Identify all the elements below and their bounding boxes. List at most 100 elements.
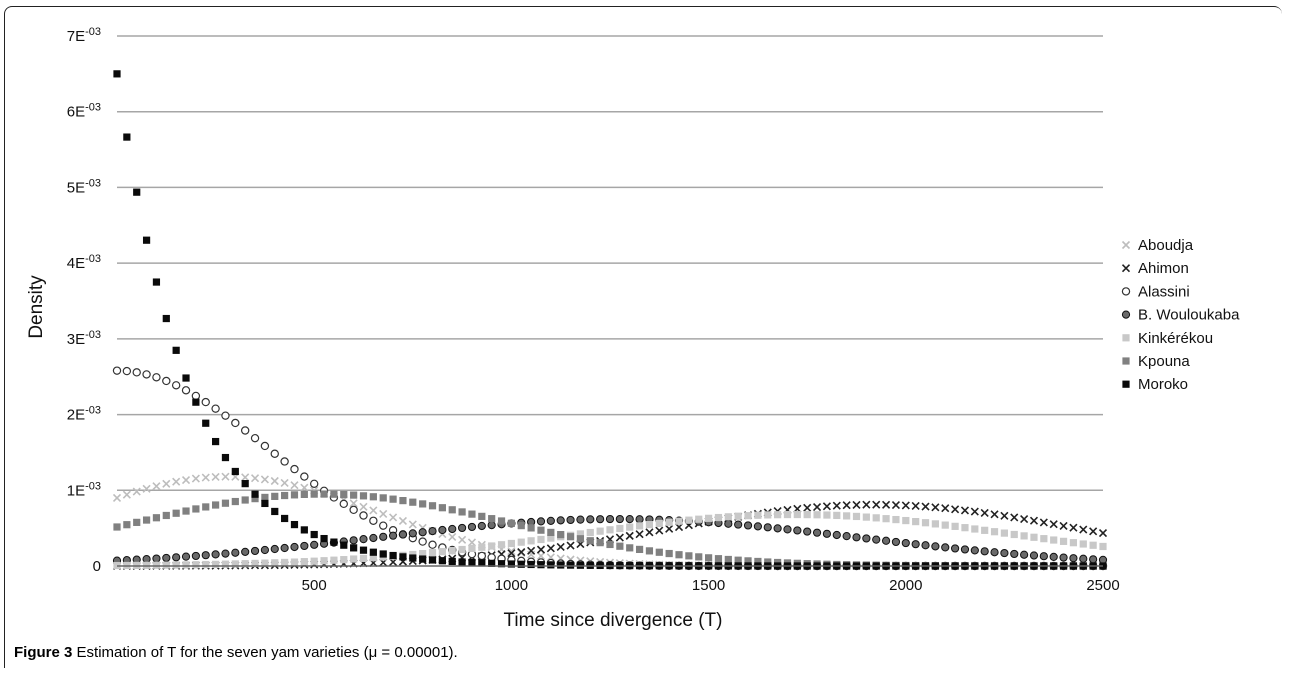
data-point (310, 540, 319, 549)
data-point (675, 517, 683, 525)
data-point (458, 545, 466, 554)
data-point (408, 520, 417, 529)
data-point (822, 502, 831, 511)
figure-caption-text: Estimation of T for the seven yam variet… (76, 644, 458, 661)
data-point (517, 560, 525, 568)
data-point (931, 542, 940, 551)
data-point (566, 515, 575, 525)
data-point (546, 516, 555, 525)
x-tick-label: 1500 (692, 577, 725, 594)
data-point (290, 558, 299, 566)
data-point (537, 535, 545, 544)
data-point (359, 554, 368, 562)
data-point (754, 557, 762, 566)
data-point (803, 503, 812, 512)
data-point (281, 558, 289, 567)
data-point (290, 481, 299, 490)
data-point (980, 508, 989, 518)
legend-label: B. Wouloukaba (1138, 307, 1240, 324)
data-point (448, 557, 456, 566)
data-point (162, 553, 171, 563)
data-point (448, 524, 457, 534)
data-point (132, 368, 141, 377)
data-point (536, 545, 546, 554)
data-point (428, 502, 437, 510)
data-point (419, 555, 427, 563)
data-point (951, 544, 960, 553)
data-point (162, 314, 170, 323)
data-point (172, 477, 181, 486)
data-point (202, 419, 210, 427)
series-ahimon (112, 500, 1108, 570)
data-point (1029, 516, 1039, 525)
data-point (832, 530, 841, 540)
data-point (852, 512, 861, 521)
data-point (162, 479, 171, 488)
data-point (191, 474, 200, 483)
legend-item-aboudja: Aboudja (1121, 237, 1194, 254)
data-point (488, 559, 496, 567)
data-point (872, 500, 881, 509)
data-point (152, 561, 161, 569)
data-point (162, 376, 171, 386)
data-point (408, 529, 417, 538)
data-point (388, 531, 398, 540)
data-point (428, 540, 437, 549)
data-point (753, 522, 763, 531)
data-point (428, 549, 437, 557)
data-point (695, 515, 703, 523)
data-point (142, 236, 151, 244)
data-point (409, 554, 417, 562)
data-point (517, 522, 525, 530)
data-point (221, 472, 230, 481)
data-point (606, 540, 614, 549)
data-point (576, 515, 585, 524)
x-tick-label: 2500 (1086, 577, 1119, 594)
data-point (596, 527, 604, 535)
data-point (1049, 520, 1058, 529)
data-point (803, 510, 811, 519)
data-point (556, 516, 565, 525)
data-point (744, 512, 752, 520)
data-point (468, 544, 476, 552)
data-point (290, 542, 299, 552)
data-point (635, 515, 644, 524)
data-point (290, 520, 299, 529)
data-point (122, 366, 132, 376)
data-point (191, 391, 201, 401)
data-point (891, 537, 901, 547)
data-point (901, 538, 910, 548)
data-point (448, 506, 456, 514)
data-point (724, 555, 732, 564)
data-point (980, 547, 989, 556)
data-point (734, 512, 742, 520)
data-point (1059, 521, 1068, 531)
data-point (152, 554, 161, 563)
data-point (507, 549, 516, 558)
data-point (961, 524, 969, 532)
data-point (478, 543, 486, 551)
data-point (270, 449, 279, 458)
data-point (231, 467, 239, 476)
data-point (182, 561, 190, 569)
legend-item-b-wouloukaba: B. Wouloukaba (1121, 307, 1240, 324)
legend-label: Kinkérékou (1138, 330, 1213, 347)
data-point (902, 516, 910, 525)
data-point (389, 551, 397, 560)
data-point (931, 520, 939, 528)
data-point (241, 496, 249, 504)
data-point (724, 519, 733, 528)
data-point (458, 523, 467, 533)
data-point (172, 346, 180, 354)
data-point (369, 493, 377, 501)
data-point (1069, 523, 1078, 532)
legend-item-kpouna: Kpouna (1122, 353, 1190, 370)
data-point (488, 542, 496, 550)
data-point (359, 492, 368, 500)
data-point (300, 541, 309, 551)
data-point (133, 518, 141, 526)
data-point (1089, 527, 1098, 536)
data-point (152, 514, 161, 522)
data-point (705, 554, 713, 562)
data-point (960, 545, 970, 554)
